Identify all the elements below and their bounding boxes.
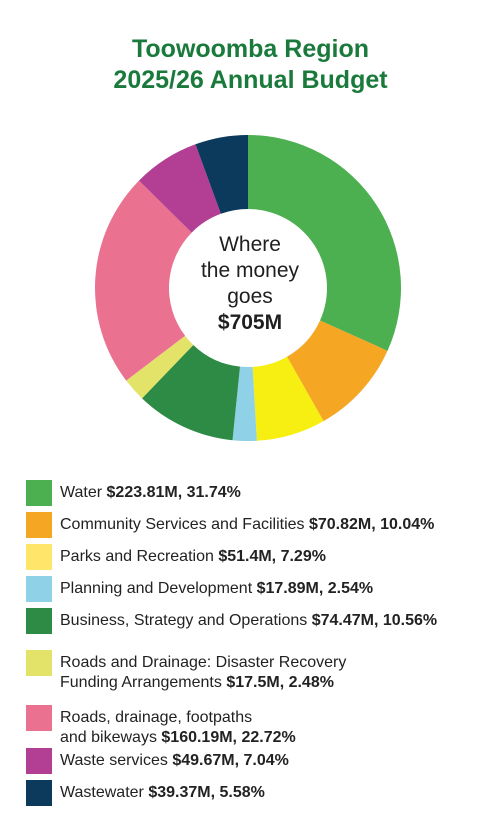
center-line-1: Where [219,233,281,256]
legend-label: Wastewater [60,784,149,801]
legend-value: $74.47M, 10.56% [311,612,438,629]
legend-label: Planning and Development [60,580,257,597]
legend-label: Waste services [60,752,173,769]
title-line-2: 2025/26 Annual Budget [113,66,388,94]
legend-item-roads: Roads, drainage, footpaths and bikeways $… [26,705,496,748]
legend-label: and bikeways [60,729,162,746]
donut-slice-planning-and-development [232,366,257,441]
legend-value: $223.81M, 31.74% [106,484,241,501]
legend-value: $17.5M, 2.48% [226,674,334,691]
legend-swatch [26,608,52,634]
legend-item-business: Business, Strategy and Operations $74.47… [26,608,496,634]
legend-value: $70.82M, 10.04% [308,516,435,533]
donut-chart [94,135,401,441]
chart-title: Toowoomba Region 2025/26 Annual Budget [0,34,501,96]
legend-label: Business, Strategy and Operations [60,612,312,629]
legend-item-drfa: Roads and Drainage: Disaster Recovery Fun… [26,650,496,693]
legend-value: $49.67M, 7.04% [172,752,289,769]
legend-swatch [26,650,52,676]
legend-swatch [26,780,52,806]
legend-item-planning: Planning and Development $17.89M, 2.54% [26,576,496,602]
legend-item-parks: Parks and Recreation $51.4M, 7.29% [26,544,496,570]
legend-label: Community Services and Facilities [60,516,309,533]
legend-label: Water [60,484,107,501]
legend-value: $51.4M, 7.29% [218,548,326,565]
title-line-1: Toowoomba Region [131,35,369,63]
legend-swatch [26,544,52,570]
center-line-2: the money [200,259,300,282]
legend-item-wastewater: Wastewater $39.37M, 5.58% [26,780,496,806]
donut-slice-community-services-and-facilities [286,320,388,422]
legend-value: $17.89M, 2.54% [256,580,374,597]
legend-label: Parks and Recreation [60,548,219,565]
legend-value: $39.37M, 5.58% [148,784,265,801]
donut-slice-roads-drainage-footpaths-and-bikeways [94,180,192,381]
legend-label-line-1: Roads, drainage, footpaths [60,709,253,726]
donut-slice-roads-and-drainage-disaster-recovery-funding-arrangements [126,335,194,399]
legend-swatch [26,512,52,538]
donut-slice-wastewater [195,135,248,214]
legend-item-community-services: Community Services and Facilities $70.82… [26,512,496,538]
center-total: $705M [217,311,283,334]
donut-slice-business-strategy-and-operations [142,344,240,441]
legend-swatch [26,480,52,506]
donut-slice-waste-services [138,144,221,233]
legend-swatch [26,748,52,774]
legend-item-waste: Waste services $49.67M, 7.04% [26,748,496,774]
legend-label: Funding Arrangements [60,674,227,691]
donut-slice-water [248,135,401,351]
legend-item-water: Water $223.81M, 31.74% [26,480,496,506]
donut-center-label: Where the money goes $705M [170,232,330,336]
legend-value: $160.19M, 22.72% [161,729,296,746]
center-line-3: goes [227,285,273,308]
legend-swatch [26,576,52,602]
legend-swatch [26,705,52,731]
donut-slice-parks-and-recreation [252,356,324,441]
legend-label-line-1: Roads and Drainage: Disaster Recovery [60,654,347,671]
